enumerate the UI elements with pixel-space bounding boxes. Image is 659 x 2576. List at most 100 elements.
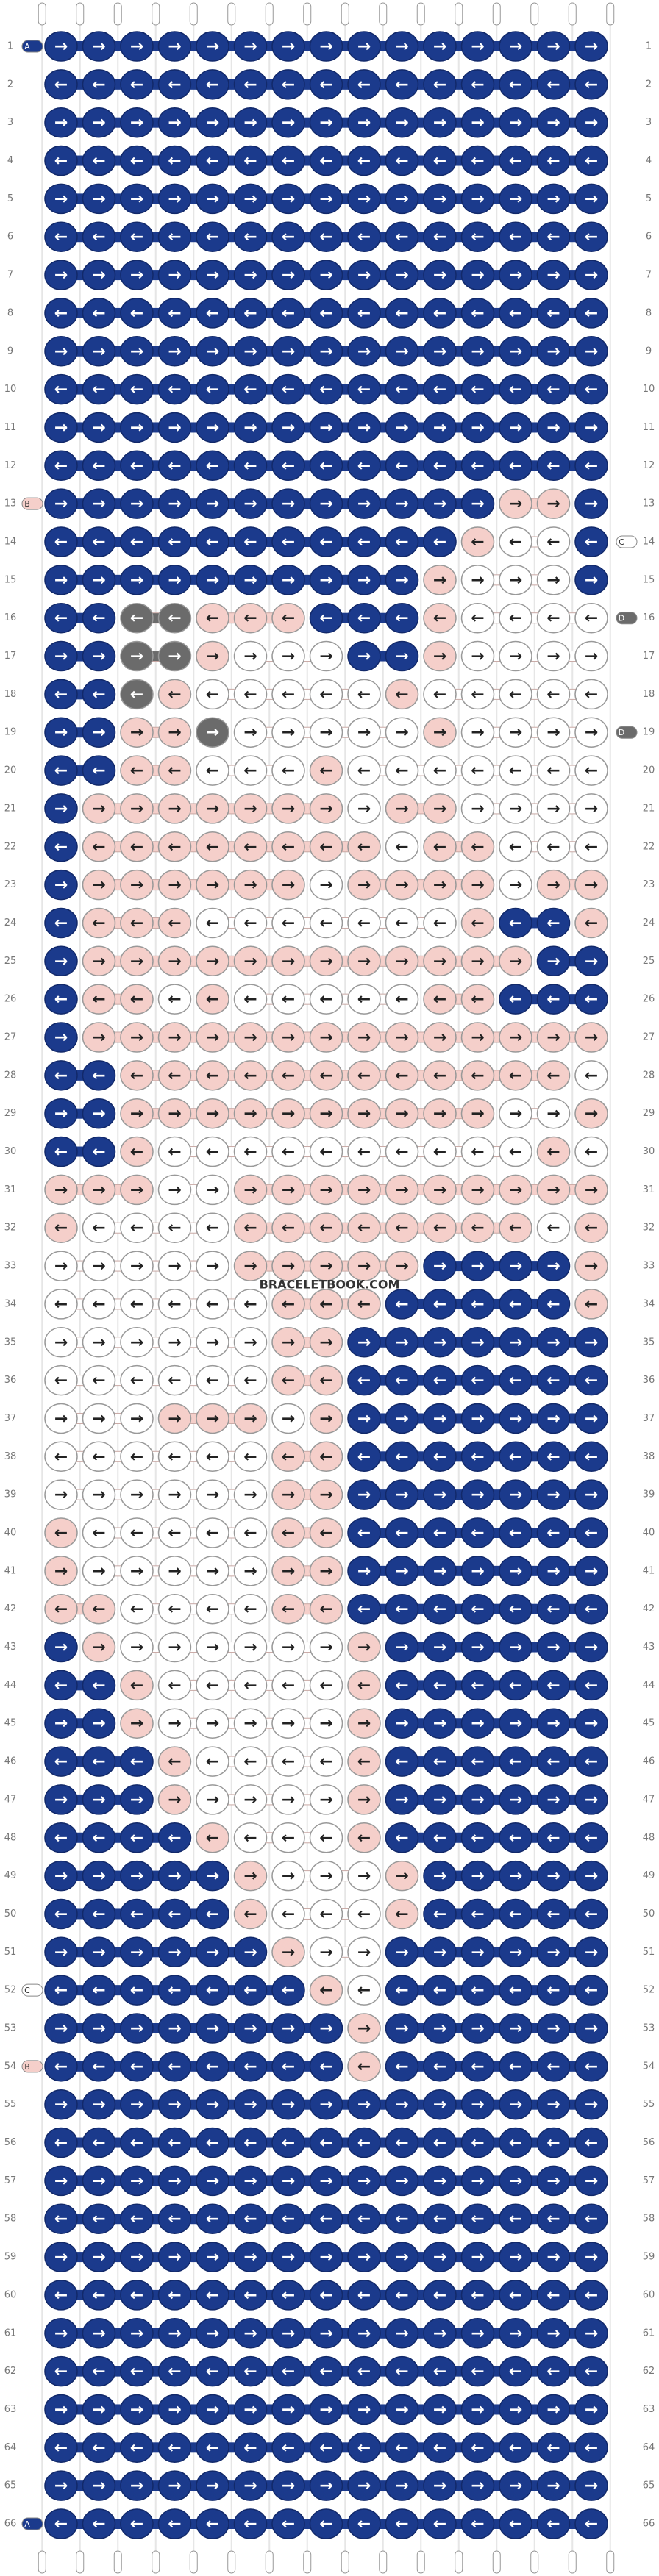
knot: ← <box>44 1364 78 1396</box>
knot: → <box>423 1936 457 1968</box>
knot-body <box>460 145 495 176</box>
knot-arrow: → <box>395 1334 408 1352</box>
knot: → <box>196 1860 229 1892</box>
knot: ← <box>271 2508 305 2539</box>
knot: ← <box>82 298 116 329</box>
knot-arrow: ← <box>319 1905 332 1923</box>
knot: → <box>536 260 571 290</box>
knot-body <box>271 31 305 62</box>
knot-body <box>574 602 608 634</box>
knot-arrow: ← <box>395 2286 408 2305</box>
knot: ← <box>44 1136 78 1167</box>
knot-arrow: ← <box>357 1829 371 1847</box>
knot-arrow: → <box>546 2400 560 2419</box>
knot-body <box>271 260 305 290</box>
knot: ← <box>233 1670 268 1701</box>
knot: → <box>499 2318 532 2349</box>
knot-body <box>499 565 532 595</box>
knot-body <box>120 488 154 519</box>
knot: ← <box>460 1136 495 1167</box>
knot: ← <box>499 298 532 329</box>
knot: → <box>385 1556 419 1586</box>
knot: ← <box>309 526 343 557</box>
knot-arrow: → <box>319 723 332 742</box>
knot: ← <box>385 221 419 252</box>
knot-body <box>309 831 343 862</box>
knot-body <box>271 984 305 1015</box>
knot: → <box>460 1479 495 1510</box>
knot-arrow: ← <box>243 2134 257 2153</box>
knot: → <box>44 1327 78 1358</box>
knot-arrow: → <box>92 2325 105 2343</box>
knot-arrow: ← <box>168 1067 181 1085</box>
knot-arrow: → <box>319 114 332 132</box>
knot: ← <box>157 1364 192 1396</box>
knot-arrow: → <box>92 2096 105 2114</box>
knot-arrow: ← <box>206 76 219 94</box>
knot-arrow: ← <box>282 2134 295 2153</box>
knot-arrow: → <box>168 1943 181 1961</box>
knot-arrow: ← <box>357 1372 371 1390</box>
knot-arrow: ← <box>471 76 484 94</box>
knot: ← <box>460 221 495 252</box>
knot: → <box>157 2013 192 2044</box>
knot-arrow: ← <box>319 2439 332 2457</box>
knot: → <box>460 183 495 215</box>
knot: ← <box>574 373 608 405</box>
knot-arrow: ← <box>92 1829 105 1847</box>
knot-arrow: ← <box>92 1753 105 1771</box>
knot-arrow: ← <box>130 76 143 94</box>
knot: → <box>82 2165 116 2197</box>
knot-arrow: → <box>243 1334 257 1352</box>
knot-arrow: ← <box>585 381 598 399</box>
knot-body <box>536 145 571 176</box>
string-end <box>152 2550 160 2574</box>
knot-arrow: → <box>395 1028 408 1047</box>
knot-arrow: ← <box>168 1829 181 1847</box>
knot-body <box>44 336 78 367</box>
row-label: 37 <box>643 1413 655 1424</box>
knot-arrow: ← <box>243 2439 257 2457</box>
knot-body <box>347 907 381 939</box>
knot: → <box>385 1936 419 1968</box>
knot-arrow: ← <box>206 1219 219 1237</box>
knot-arrow: ← <box>282 1600 295 1619</box>
knot: → <box>460 1251 495 1281</box>
knot-body <box>120 373 154 405</box>
knot: ← <box>536 1746 571 1777</box>
knot-body <box>271 221 305 252</box>
knot-arrow: → <box>433 1867 446 1886</box>
knot-body <box>536 183 571 215</box>
knot-body <box>460 412 495 443</box>
knot: → <box>271 488 305 519</box>
knot-arrow: ← <box>357 76 371 94</box>
knot: → <box>536 869 571 901</box>
knot: ← <box>120 2127 154 2158</box>
knot-arrow: ← <box>433 1753 446 1771</box>
knot: → <box>460 1403 495 1434</box>
knot: ← <box>82 2280 116 2311</box>
knot-body <box>347 298 381 329</box>
knot: → <box>347 2470 381 2501</box>
knot-arrow: → <box>168 2248 181 2266</box>
knot-arrow: ← <box>282 1067 295 1085</box>
knot-arrow: → <box>168 1334 181 1352</box>
knot-arrow: → <box>433 1639 446 1657</box>
knot: → <box>460 488 495 519</box>
knot-body <box>460 69 495 100</box>
knot-arrow: ← <box>206 914 219 932</box>
knot: → <box>44 1479 78 1510</box>
knot-arrow: → <box>243 1028 257 1047</box>
knot-arrow: ← <box>471 1067 484 1085</box>
knot: → <box>385 336 419 367</box>
knot: ← <box>574 2508 608 2539</box>
knot: ← <box>574 526 608 557</box>
knot-arrow: ← <box>168 2515 181 2533</box>
knot: ← <box>499 1898 532 1930</box>
knot-arrow: ← <box>168 1676 181 1695</box>
knot-arrow: ← <box>585 2134 598 2153</box>
knot: → <box>460 1556 495 1586</box>
knot: ← <box>157 755 192 786</box>
knot: ← <box>423 221 457 252</box>
knot-arrow: → <box>319 2477 332 2495</box>
